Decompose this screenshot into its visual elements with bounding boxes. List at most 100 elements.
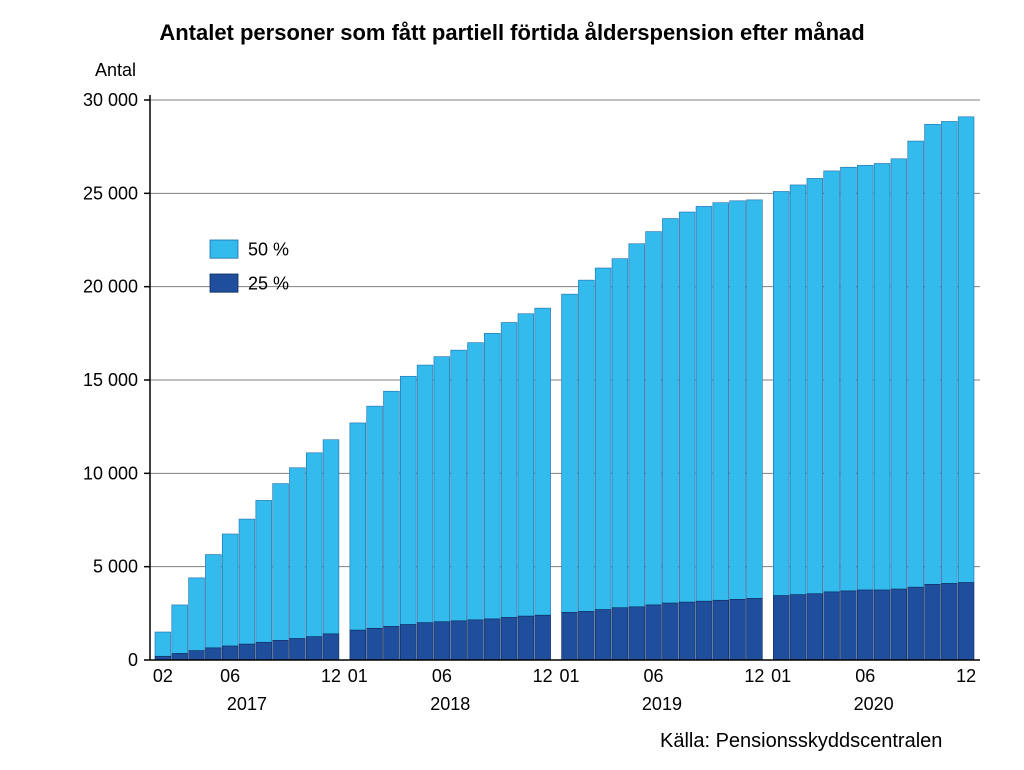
bar-segment-50 xyxy=(773,191,789,595)
bar-segment-50 xyxy=(189,578,205,651)
bar-segment-50 xyxy=(790,185,806,595)
bar-segment-25 xyxy=(501,617,517,660)
chart-container: Antalet personer som fått partiell förti… xyxy=(0,0,1024,770)
month-tick-label: 06 xyxy=(855,666,875,686)
bar-segment-50 xyxy=(696,206,712,601)
bar-segment-50 xyxy=(646,232,662,605)
bar-segment-50 xyxy=(578,280,594,611)
bar-segment-25 xyxy=(562,612,578,660)
bar-segment-25 xyxy=(790,595,806,660)
svg-text:30 000: 30 000 xyxy=(83,90,138,110)
bar-segment-50 xyxy=(367,406,383,628)
bar-segment-50 xyxy=(535,308,551,615)
legend-swatch xyxy=(210,274,238,292)
bar-segment-25 xyxy=(289,639,305,660)
month-tick-label: 12 xyxy=(533,666,553,686)
bar-segment-50 xyxy=(518,314,534,616)
bar-segment-50 xyxy=(323,440,339,634)
bar-segment-50 xyxy=(155,632,171,656)
bar-segment-25 xyxy=(696,601,712,660)
bar-segment-25 xyxy=(535,615,551,660)
bar-segment-25 xyxy=(891,589,907,660)
bar-segment-25 xyxy=(256,642,272,660)
bar-segment-25 xyxy=(646,605,662,660)
bar-segment-50 xyxy=(239,519,255,644)
bar-segment-25 xyxy=(468,620,484,660)
bar-segment-50 xyxy=(289,468,305,639)
bar-segment-25 xyxy=(189,651,205,660)
bar-segment-25 xyxy=(367,628,383,660)
bar-segment-50 xyxy=(222,534,238,646)
month-tick-label: 12 xyxy=(744,666,764,686)
month-tick-label: 01 xyxy=(559,666,579,686)
year-label: 2020 xyxy=(854,694,894,714)
bar-segment-25 xyxy=(172,653,188,660)
month-tick-label: 06 xyxy=(644,666,664,686)
bar-segment-50 xyxy=(857,165,873,590)
bar-segment-50 xyxy=(925,124,941,584)
bar-segment-25 xyxy=(434,622,450,660)
bar-segment-50 xyxy=(841,167,857,591)
bar-segment-25 xyxy=(595,610,611,660)
bar-segment-25 xyxy=(807,594,823,660)
month-tick-label: 06 xyxy=(220,666,240,686)
bar-segment-25 xyxy=(908,587,924,660)
bar-segment-25 xyxy=(730,599,746,660)
bar-segment-50 xyxy=(562,294,578,612)
bar-segment-50 xyxy=(468,343,484,620)
bar-segment-50 xyxy=(807,178,823,593)
bar-segment-50 xyxy=(746,200,762,599)
bar-segment-50 xyxy=(730,201,746,600)
bar-segment-50 xyxy=(273,484,289,641)
bar-segment-25 xyxy=(205,648,221,660)
legend-swatch xyxy=(210,240,238,258)
svg-text:20 000: 20 000 xyxy=(83,277,138,297)
bar-segment-25 xyxy=(941,583,957,660)
bar-segment-25 xyxy=(239,644,255,660)
bar-segment-50 xyxy=(205,555,221,648)
bar-segment-50 xyxy=(958,117,974,583)
bar-segment-50 xyxy=(451,350,467,621)
bar-segment-50 xyxy=(350,423,366,630)
month-tick-label: 12 xyxy=(956,666,976,686)
svg-text:0: 0 xyxy=(128,650,138,670)
bar-segment-25 xyxy=(350,630,366,660)
svg-text:15 000: 15 000 xyxy=(83,370,138,390)
bar-segment-25 xyxy=(746,598,762,660)
bar-segment-25 xyxy=(417,623,433,660)
bar-segment-25 xyxy=(612,608,628,660)
bar-segment-50 xyxy=(417,365,433,623)
bar-segment-50 xyxy=(824,171,840,592)
bar-segment-50 xyxy=(908,141,924,587)
year-label: 2019 xyxy=(642,694,682,714)
bar-segment-25 xyxy=(662,603,678,660)
legend-label: 50 % xyxy=(248,239,289,259)
bar-segment-25 xyxy=(400,625,416,660)
bar-segment-50 xyxy=(629,244,645,607)
bar-segment-25 xyxy=(958,583,974,660)
bar-segment-25 xyxy=(925,584,941,660)
bar-segment-25 xyxy=(824,592,840,660)
month-tick-label: 12 xyxy=(321,666,341,686)
legend-label: 25 % xyxy=(248,273,289,293)
month-tick-label: 01 xyxy=(771,666,791,686)
year-label: 2018 xyxy=(430,694,470,714)
bar-segment-25 xyxy=(679,602,695,660)
bar-segment-25 xyxy=(384,626,400,660)
month-tick-label: 06 xyxy=(432,666,452,686)
bar-segment-50 xyxy=(256,500,272,642)
bar-segment-50 xyxy=(679,212,695,602)
bar-segment-25 xyxy=(306,637,322,660)
bar-segment-25 xyxy=(222,646,238,660)
bar-segment-25 xyxy=(713,600,729,660)
svg-text:5 000: 5 000 xyxy=(93,557,138,577)
bar-segment-50 xyxy=(501,323,517,618)
bar-segment-25 xyxy=(451,621,467,660)
bar-segment-50 xyxy=(172,605,188,654)
bar-segment-50 xyxy=(941,121,957,583)
bar-segment-50 xyxy=(434,357,450,622)
bar-segment-25 xyxy=(273,640,289,660)
bar-segment-25 xyxy=(518,616,534,660)
bar-segment-50 xyxy=(400,376,416,624)
bar-segment-50 xyxy=(595,268,611,610)
